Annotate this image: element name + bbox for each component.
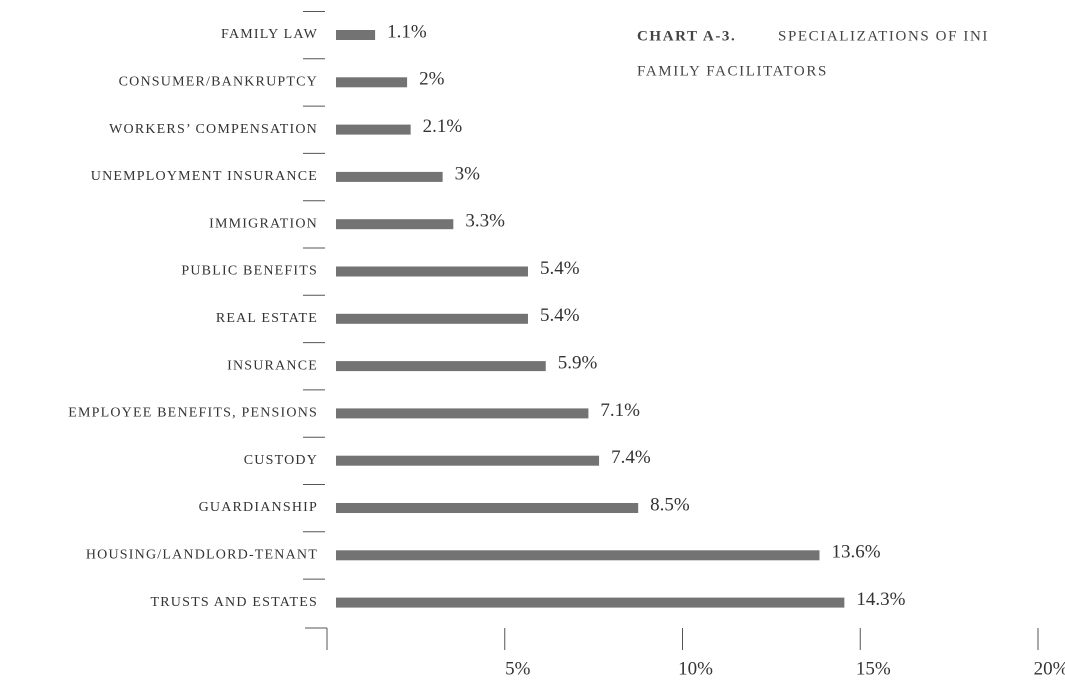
value-label: 7.4% [611, 447, 651, 468]
value-label: 3.3% [465, 211, 505, 232]
y-tick-label: TRUSTS AND ESTATES [151, 595, 319, 610]
x-tick-label: 20% [1034, 658, 1065, 679]
bar [336, 313, 528, 324]
chart-title-prefix: CHART A-3. [637, 28, 736, 44]
y-tick-label: GUARDIANSHIP [199, 500, 318, 515]
bar [336, 361, 546, 372]
y-tick-label: INSURANCE [227, 358, 318, 373]
bar [336, 266, 528, 277]
bar [336, 503, 639, 513]
value-label: 1.1% [387, 21, 427, 42]
bar [336, 77, 408, 88]
y-tick-label: IMMIGRATION [209, 216, 318, 231]
y-tick-label: FAMILY LAW [221, 27, 318, 42]
value-label: 13.6% [831, 542, 880, 563]
y-tick-label: UNEMPLOYMENT INSURANCE [91, 169, 318, 184]
x-tick-label: 5% [505, 658, 531, 679]
y-tick-label: CUSTODY [244, 453, 318, 468]
x-tick-label: 15% [856, 658, 891, 679]
y-tick-label: EMPLOYEE BENEFITS, PENSIONS [68, 406, 318, 421]
value-label: 5.9% [558, 352, 598, 373]
value-label: 7.1% [600, 400, 640, 421]
y-tick-label: WORKERS’ COMPENSATION [109, 122, 318, 137]
y-tick-label: CONSUMER/BANKRUPTCY [119, 75, 318, 90]
bar [336, 408, 589, 419]
chart-title: SPECIALIZATIONS OF INI [778, 28, 989, 44]
y-tick-label: REAL ESTATE [216, 311, 318, 326]
bar [336, 171, 443, 182]
bar [336, 550, 820, 561]
bar [336, 219, 454, 230]
y-tick-label: HOUSING/LANDLORD-TENANT [86, 548, 318, 563]
value-label: 3% [455, 163, 481, 184]
value-label: 5.4% [540, 258, 580, 279]
value-label: 2% [419, 69, 445, 90]
bar [336, 597, 845, 608]
chart-title: FAMILY FACILITATORS [637, 63, 828, 79]
bar [336, 124, 411, 135]
x-tick-label: 10% [678, 658, 713, 679]
bar [336, 455, 600, 466]
value-label: 14.3% [856, 589, 905, 610]
value-label: 5.4% [540, 305, 580, 326]
bar [336, 30, 376, 40]
value-label: 8.5% [650, 494, 690, 515]
value-label: 2.1% [423, 116, 463, 137]
y-tick-label: PUBLIC BENEFITS [181, 264, 318, 279]
